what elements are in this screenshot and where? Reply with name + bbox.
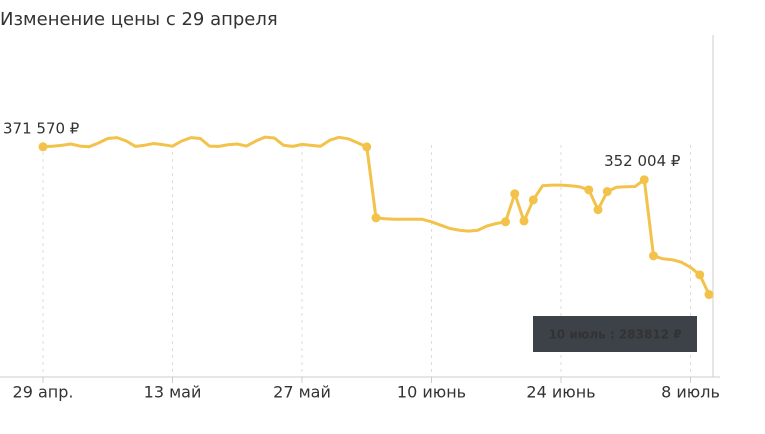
x-tick-label: 8 июль xyxy=(661,383,720,402)
point-marker xyxy=(695,270,705,280)
point-marker xyxy=(519,216,529,226)
point-marker xyxy=(362,142,372,152)
point-marker xyxy=(501,217,510,227)
point-marker xyxy=(371,213,381,223)
point-marker xyxy=(584,185,594,195)
x-tick-label: 29 апр. xyxy=(13,383,74,402)
x-tick-label: 24 июнь xyxy=(526,383,595,402)
x-tick-label: 10 июнь xyxy=(397,383,466,402)
tooltip-box xyxy=(533,316,697,352)
point-marker xyxy=(38,142,48,152)
chart-title: Изменение цены с 29 апреля xyxy=(0,9,278,30)
value-label: 371 570 ₽ xyxy=(3,119,80,137)
value-label: 352 004 ₽ xyxy=(604,152,681,170)
point-marker xyxy=(510,189,520,199)
point-marker xyxy=(649,251,658,261)
point-marker xyxy=(528,195,538,205)
point-marker xyxy=(704,290,714,300)
point-marker xyxy=(593,205,603,215)
point-marker xyxy=(602,187,612,197)
x-tick-label: 27 май xyxy=(273,383,331,402)
point-marker xyxy=(639,175,649,185)
x-tick-label: 13 май xyxy=(144,383,202,402)
tooltip-text: 10 июль : 283812 ₽ xyxy=(548,328,681,342)
